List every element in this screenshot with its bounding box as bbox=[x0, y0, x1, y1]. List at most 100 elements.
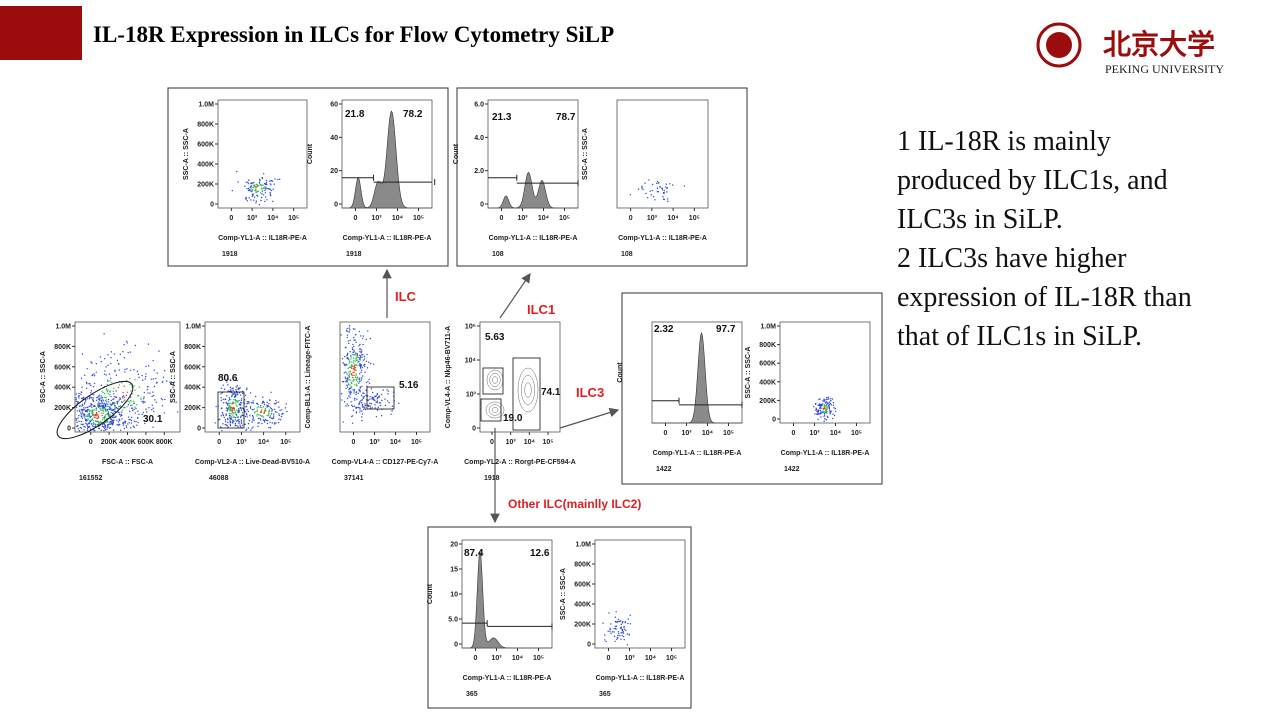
event-dot bbox=[645, 192, 647, 195]
event-dot bbox=[349, 351, 351, 353]
x-axis-label: Comp-YL1-A :: IL18R-PE-A bbox=[618, 235, 707, 242]
event-dot bbox=[252, 401, 254, 404]
event-dot bbox=[365, 394, 367, 397]
event-dot bbox=[656, 187, 659, 189]
event-dot bbox=[268, 403, 270, 405]
event-dot bbox=[359, 377, 361, 379]
event-dot bbox=[118, 384, 121, 386]
event-dot bbox=[626, 633, 628, 635]
contour bbox=[489, 373, 501, 387]
y-tick-label: 0 bbox=[67, 426, 71, 433]
event-dot bbox=[349, 393, 351, 396]
event-dot bbox=[354, 358, 356, 360]
event-dot bbox=[75, 398, 77, 401]
event-dot bbox=[362, 354, 364, 356]
event-dot bbox=[115, 390, 117, 392]
note-line: 1 IL-18R is mainly bbox=[897, 126, 1111, 157]
event-dot bbox=[137, 417, 139, 419]
event-dot bbox=[118, 419, 121, 422]
event-dot bbox=[96, 421, 99, 423]
event-dot bbox=[275, 399, 277, 402]
event-dot bbox=[105, 389, 108, 391]
event-dot bbox=[244, 423, 246, 426]
event-dot bbox=[261, 406, 263, 409]
event-dot bbox=[255, 202, 257, 204]
x-axis-label: Comp-VL4-A :: CD127-PE-Cy7-A bbox=[332, 459, 439, 466]
event-dot bbox=[649, 190, 651, 192]
y-tick-label: 0 bbox=[334, 202, 338, 209]
event-dot bbox=[349, 339, 351, 342]
event-dot bbox=[135, 420, 137, 423]
event-dot bbox=[265, 183, 268, 186]
event-dot bbox=[642, 188, 644, 191]
event-dot bbox=[140, 398, 142, 401]
gate-value: 21.8 bbox=[345, 109, 365, 120]
event-dot bbox=[137, 395, 139, 397]
event-dot bbox=[832, 402, 835, 404]
event-dot bbox=[118, 363, 120, 365]
event-dot bbox=[129, 369, 132, 371]
event-dot bbox=[262, 406, 265, 408]
event-dot bbox=[256, 415, 258, 417]
event-dot bbox=[109, 408, 111, 411]
event-dot bbox=[143, 396, 145, 398]
event-dot bbox=[83, 374, 86, 376]
event-dot bbox=[95, 409, 98, 411]
event-dot bbox=[347, 379, 349, 381]
x-tick-label: 10³ bbox=[647, 215, 658, 222]
event-dot bbox=[76, 425, 79, 428]
event-dot bbox=[252, 400, 254, 402]
event-dot bbox=[239, 403, 241, 405]
event-dot bbox=[250, 429, 252, 431]
event-dot bbox=[133, 420, 135, 422]
event-dot bbox=[120, 413, 123, 416]
event-dot bbox=[661, 189, 664, 191]
event-dot bbox=[119, 415, 122, 417]
y-tick-label: 400K bbox=[197, 162, 214, 169]
event-dot bbox=[663, 190, 666, 192]
event-dot bbox=[154, 399, 156, 401]
event-dot bbox=[345, 371, 347, 373]
event-dot bbox=[348, 373, 351, 375]
event-dot bbox=[98, 401, 100, 403]
event-dot bbox=[827, 416, 829, 419]
event-dot bbox=[261, 189, 264, 191]
event-dot bbox=[81, 417, 84, 419]
event-dot bbox=[343, 401, 346, 403]
event-dot bbox=[81, 403, 84, 406]
event-dot bbox=[126, 405, 128, 408]
x-axis-label: FSC-A :: FSC-A bbox=[102, 459, 153, 466]
event-dot bbox=[347, 367, 349, 370]
event-dot bbox=[829, 412, 832, 414]
event-dot bbox=[369, 362, 372, 365]
event-dot bbox=[822, 410, 824, 412]
event-dot bbox=[819, 405, 822, 407]
event-dot bbox=[113, 398, 115, 400]
event-dot bbox=[143, 400, 145, 402]
event-dot bbox=[363, 355, 366, 358]
event-dot bbox=[87, 415, 90, 417]
event-dot bbox=[133, 385, 135, 387]
event-dot bbox=[227, 390, 230, 392]
event-dot bbox=[132, 400, 135, 403]
event-dot bbox=[817, 411, 819, 414]
event-dot bbox=[227, 402, 229, 405]
event-dot bbox=[130, 390, 132, 392]
event-dot bbox=[364, 406, 366, 408]
plot-frame bbox=[204, 321, 301, 433]
event-dot bbox=[103, 417, 105, 420]
event-dot bbox=[646, 197, 649, 199]
event-dot bbox=[102, 426, 105, 428]
event-dot bbox=[355, 393, 357, 396]
event-dot bbox=[80, 391, 83, 394]
event-dot bbox=[238, 400, 240, 402]
event-count: 161552 bbox=[79, 475, 102, 482]
event-dot bbox=[248, 419, 251, 422]
event-dot bbox=[652, 195, 655, 198]
event-dot bbox=[832, 413, 834, 415]
event-dot bbox=[112, 416, 114, 419]
event-dot bbox=[250, 182, 252, 185]
event-dot bbox=[272, 200, 274, 203]
event-dot bbox=[75, 419, 78, 421]
